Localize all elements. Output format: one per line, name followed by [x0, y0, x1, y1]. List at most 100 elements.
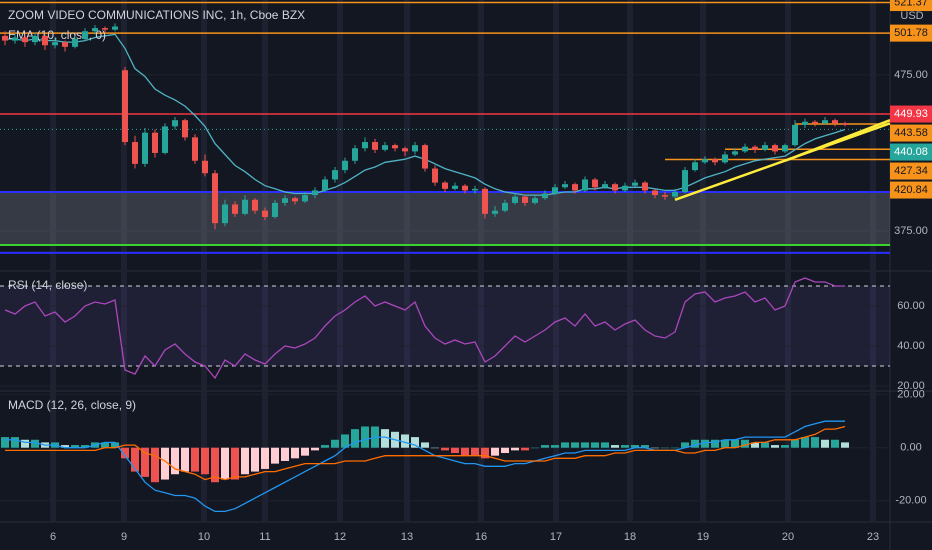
candle-body [642, 182, 648, 191]
x-tick-label: 13 [401, 531, 413, 543]
histogram-bar [561, 442, 569, 448]
histogram-bar [411, 437, 419, 448]
price-label: 521.37 [894, 0, 928, 8]
histogram-bar [21, 439, 29, 448]
histogram-bar [611, 445, 619, 448]
rsi-line [4, 277, 845, 380]
candle-body [662, 195, 668, 197]
y-tick-label: 20.00 [897, 380, 925, 392]
candle-body [162, 126, 168, 153]
rsi-band [0, 286, 890, 366]
candle-body [502, 202, 508, 211]
y-tick-label: 0.00 [900, 442, 921, 454]
candle-body [192, 137, 198, 161]
x-tick-label: 12 [334, 531, 346, 543]
candle-body [402, 148, 408, 152]
histogram-bar [661, 447, 669, 449]
histogram-bar [111, 442, 119, 448]
price-label-box [890, 24, 932, 42]
histogram-bar [201, 447, 209, 475]
price-label: 449.93 [894, 108, 928, 120]
candle-body [332, 170, 338, 180]
x-tick-label: 9 [121, 531, 127, 543]
histogram-bar [1, 437, 9, 448]
candle-body [392, 145, 398, 149]
histogram-bar [741, 439, 749, 448]
price-label: 420.84 [894, 184, 928, 196]
candle-body [532, 198, 538, 203]
histogram-bar [261, 447, 269, 469]
support-band [0, 191, 890, 246]
histogram-bar [131, 447, 139, 472]
candle-body [482, 188, 488, 214]
histogram-bar [451, 447, 459, 454]
price-label-box [890, 105, 932, 123]
candle-body [172, 120, 178, 127]
candle-body [562, 184, 568, 188]
histogram-bar [711, 439, 719, 448]
x-tick-label: 23 [867, 531, 879, 543]
histogram-bar [771, 445, 779, 448]
price-label-box [890, 0, 932, 12]
candle-body [432, 168, 438, 183]
x-tick-label: 17 [550, 531, 562, 543]
candle-body [612, 184, 618, 191]
candle-body [372, 142, 378, 150]
candle-body [342, 160, 348, 171]
histogram-bar [291, 447, 299, 459]
candle-body [382, 145, 388, 150]
histogram-bar [821, 439, 829, 448]
price-label-box [890, 143, 932, 161]
histogram-bar [751, 442, 759, 448]
candle-body [542, 193, 548, 199]
candle-body [62, 42, 68, 47]
candle-body [182, 120, 188, 138]
histogram-bar [671, 447, 679, 449]
histogram-bar [631, 445, 639, 448]
histogram-bar [121, 447, 129, 459]
histogram-bar [31, 439, 39, 448]
histogram-bar [61, 445, 69, 448]
macd-line [5, 420, 845, 513]
y-tick-label: 60.00 [897, 300, 925, 312]
x-tick-label: 19 [697, 531, 709, 543]
histogram-bar [301, 447, 309, 456]
histogram-bar [681, 442, 689, 448]
candle-body [422, 145, 428, 169]
candle-body [292, 198, 298, 202]
candle-body [142, 132, 148, 164]
candle-body [302, 195, 308, 202]
candle-body [732, 151, 738, 155]
candle-body [262, 210, 268, 217]
trend-line [674, 122, 891, 201]
candle-body [22, 37, 28, 43]
histogram-bar [591, 442, 599, 448]
x-tick-label: 18 [624, 531, 636, 543]
price-label: 475.00 [894, 69, 928, 81]
price-label: 427.34 [894, 165, 928, 177]
chart-title: ZOOM VIDEO COMMUNICATIONS INC, 1h, Cboe … [8, 8, 305, 22]
candle-body [702, 159, 708, 163]
histogram-bar [11, 437, 19, 448]
x-tick-label: 10 [198, 531, 210, 543]
histogram-bar [151, 447, 159, 483]
histogram-bar [191, 447, 199, 472]
candle-body [522, 196, 528, 203]
candle-body [92, 28, 98, 32]
histogram-bar [721, 439, 729, 448]
candle-body [632, 182, 638, 186]
candle-body [2, 35, 8, 41]
x-tick-label: 16 [475, 531, 487, 543]
histogram-bar [571, 442, 579, 448]
candle-body [122, 70, 128, 143]
candle-body [672, 191, 678, 197]
candle-body [322, 179, 328, 191]
candle-body [72, 39, 78, 47]
candle-body [792, 124, 798, 146]
candle-body [842, 123, 848, 125]
histogram-bar [601, 442, 609, 448]
histogram-bar [81, 445, 89, 448]
candle-body [32, 35, 38, 43]
